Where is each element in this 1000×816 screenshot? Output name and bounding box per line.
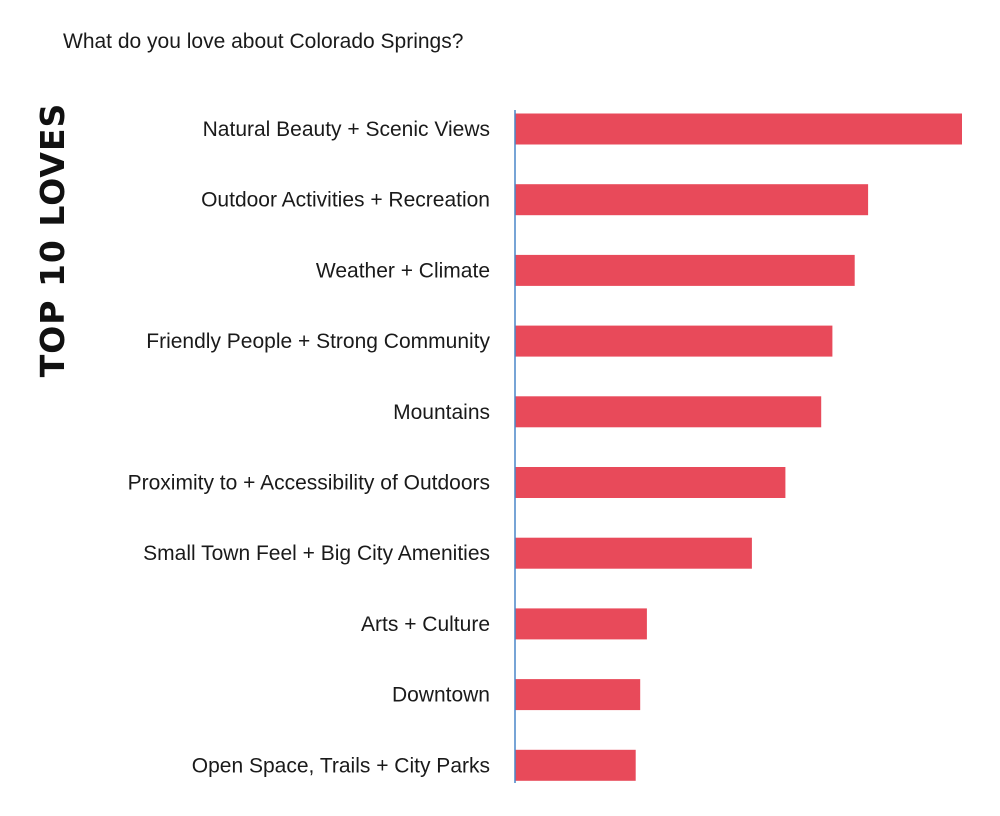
category-label-4: Friendly People + Strong Community (146, 330, 490, 353)
bar-7 (515, 537, 752, 569)
bars-group (515, 113, 962, 781)
side-label: TOP 10 LOVES (33, 103, 72, 378)
category-label-1: Natural Beauty + Scenic Views (203, 118, 490, 141)
category-label-2: Outdoor Activities + Recreation (201, 189, 490, 212)
category-label-9: Downtown (392, 684, 490, 707)
bar-10 (515, 749, 636, 781)
chart-title: What do you love about Colorado Springs? (63, 30, 463, 53)
bar-9 (515, 679, 641, 711)
bar-2 (515, 184, 869, 216)
category-label-8: Arts + Culture (361, 613, 490, 636)
bar-8 (515, 608, 647, 640)
category-label-5: Mountains (393, 401, 490, 424)
bar-1 (515, 113, 962, 145)
bar-4 (515, 325, 833, 357)
category-label-3: Weather + Climate (316, 259, 490, 282)
bar-5 (515, 396, 822, 428)
bar-3 (515, 254, 855, 286)
category-label-7: Small Town Feel + Big City Amenities (143, 542, 490, 565)
category-labels: Natural Beauty + Scenic Views Outdoor Act… (128, 118, 491, 777)
bar-6 (515, 467, 786, 498)
category-label-10: Open Space, Trails + City Parks (192, 754, 490, 777)
category-label-6: Proximity to + Accessibility of Outdoors (128, 472, 490, 495)
